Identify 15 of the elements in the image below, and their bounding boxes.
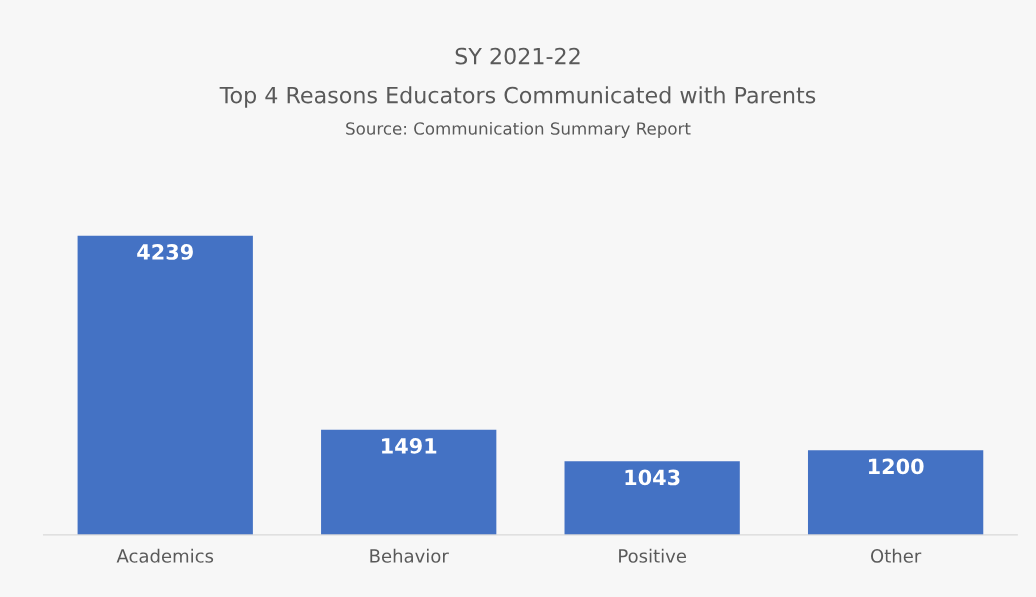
- data-label: 1200: [868, 458, 924, 475]
- data-label: 4239: [137, 244, 193, 260]
- x-tick-label: Other: [871, 548, 922, 563]
- bar: [807, 450, 984, 535]
- chart-title: SY 2021-22: [455, 47, 580, 65]
- bar: [321, 429, 497, 535]
- bar: [564, 461, 740, 535]
- x-tick-label: Positive: [619, 548, 686, 563]
- x-tick-label: Academics: [116, 548, 214, 563]
- data-label: 1043: [625, 469, 680, 486]
- bar: [77, 235, 253, 535]
- source-note: Source: Communication Summary Report: [346, 121, 691, 139]
- x-tick-label: Behavior: [370, 548, 449, 563]
- chart-subtitle: Top 4 Reasons Educators Communicated with Parents: [219, 86, 816, 108]
- data-label: 1491: [382, 437, 437, 454]
